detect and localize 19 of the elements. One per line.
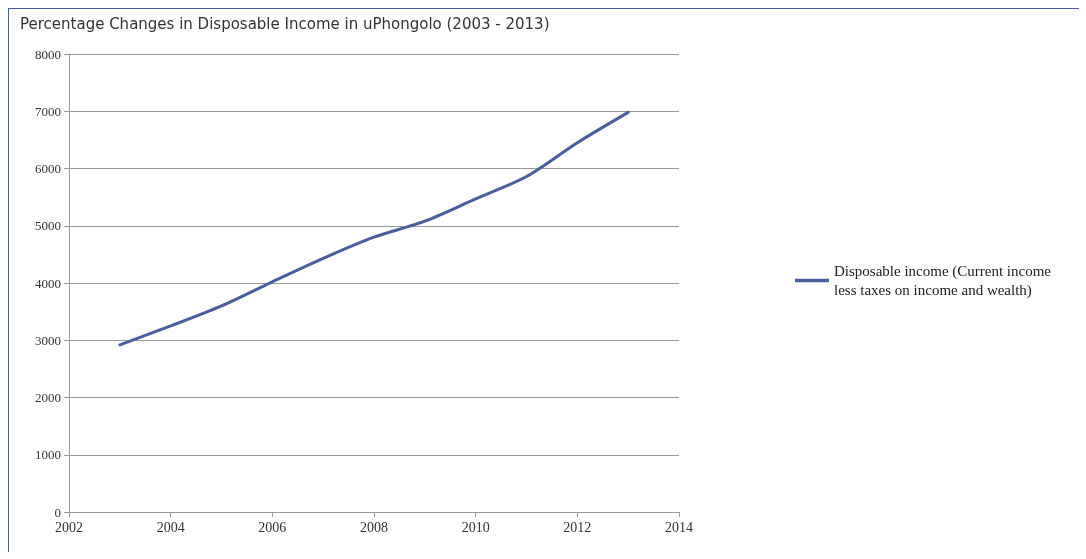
chart-title: Percentage Changes in Disposable Income in uPhongolo (2003 - 2013) [20, 14, 550, 33]
x-tick-label: 2008 [360, 519, 388, 535]
y-tick-label: 0 [54, 504, 61, 520]
legend-label: Disposable income (Current income less taxes on income and wealth) [834, 263, 1055, 299]
x-tick-label: 2012 [563, 519, 592, 535]
y-tick-label: 1000 [35, 447, 61, 463]
y-tick-label: 5000 [35, 218, 61, 234]
y-tick-label: 8000 [35, 46, 61, 62]
y-tick-label: 6000 [35, 161, 61, 176]
x-tick-label: 2014 [665, 519, 693, 535]
y-tick-label: 4000 [35, 275, 61, 291]
x-tick-label: 2002 [55, 519, 83, 535]
x-tick-label: 2004 [156, 519, 185, 535]
y-tick-label: 2000 [35, 390, 61, 405]
x-tick-label: 2010 [461, 519, 490, 535]
y-tick-label: 3000 [35, 332, 61, 348]
line-series [118, 110, 630, 347]
y-tick-label: 7000 [35, 103, 61, 119]
x-tick-label: 2006 [258, 519, 287, 535]
